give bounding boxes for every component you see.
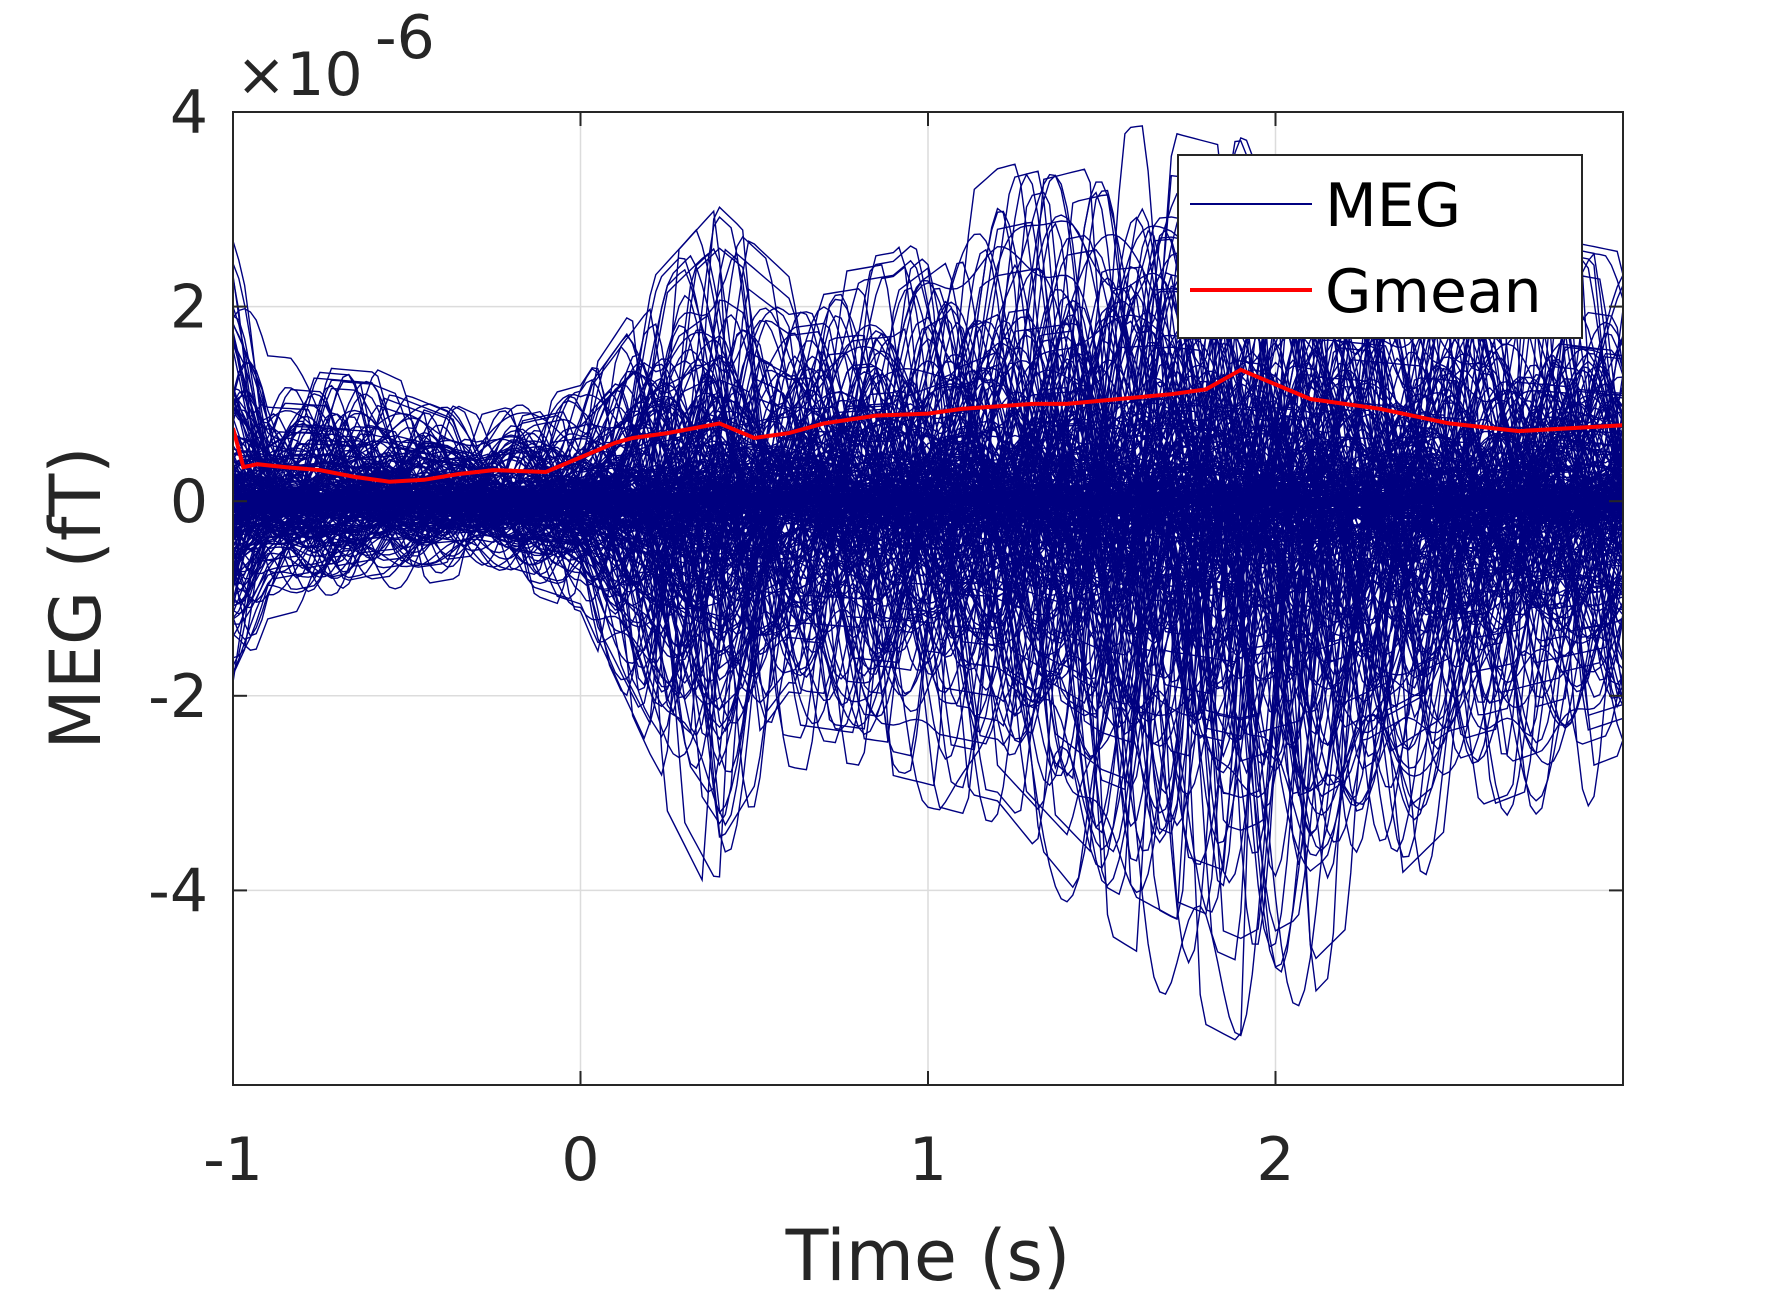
meg-trace [233, 477, 1623, 646]
y-axis-label: MEG (fT) [35, 446, 117, 749]
meg-trace [233, 174, 1623, 627]
meg-trace [233, 395, 1623, 742]
meg-trace [233, 481, 1623, 568]
meg-trace [233, 370, 1623, 577]
x-tick-label: 1 [909, 1125, 947, 1195]
y-exponent-power: -6 [375, 3, 435, 73]
meg-trace [233, 469, 1623, 598]
meg-trace [233, 346, 1623, 599]
meg-trace [233, 429, 1623, 734]
legend-gmean-label: Gmean [1325, 257, 1542, 327]
gmean-series-line [233, 367, 1623, 484]
meg-trace [233, 337, 1623, 557]
meg-trace [233, 177, 1623, 836]
x-tick-label: 0 [561, 1125, 599, 1195]
legend-box [1177, 154, 1583, 339]
meg-trace [233, 472, 1623, 592]
meg-trace [233, 325, 1623, 1041]
meg-trace [233, 477, 1623, 566]
y-exponent: ×10 -6 [236, 3, 435, 110]
meg-trace [233, 185, 1623, 691]
y-tick-label: -4 [148, 856, 208, 926]
meg-trace [233, 412, 1623, 894]
meg-trace [233, 333, 1623, 571]
meg-trace [233, 416, 1623, 682]
x-tick-label: -1 [203, 1125, 263, 1195]
y-tick-label: 2 [170, 273, 208, 343]
meg-trace [233, 423, 1623, 569]
x-tick-label: 2 [1256, 1125, 1294, 1195]
meg-trace [233, 193, 1623, 717]
meg-trace [233, 477, 1623, 557]
meg-trace [233, 364, 1623, 834]
meg-trace [233, 265, 1623, 640]
y-tick-label: -2 [148, 662, 208, 732]
x-axis-label: Time (s) [785, 1215, 1071, 1291]
meg-trace [233, 298, 1623, 637]
y-tick-label: 0 [170, 467, 208, 537]
meg-trace [233, 341, 1623, 913]
y-tick-label: 4 [170, 78, 208, 148]
y-exponent-label: ×10 [236, 40, 363, 110]
meg-trace [233, 236, 1623, 751]
meg-trace [233, 423, 1623, 798]
meg-trace [233, 482, 1623, 517]
meg-trace [233, 413, 1623, 932]
meg-trace [233, 295, 1623, 685]
legend-meg-label: MEG [1325, 171, 1461, 241]
meg-trace [233, 386, 1623, 799]
legend: MEG Gmean [1177, 154, 1583, 339]
ticks: -1 0 1 2 -4 -2 0 2 4 [148, 78, 1623, 1195]
meg-trace [233, 489, 1623, 529]
